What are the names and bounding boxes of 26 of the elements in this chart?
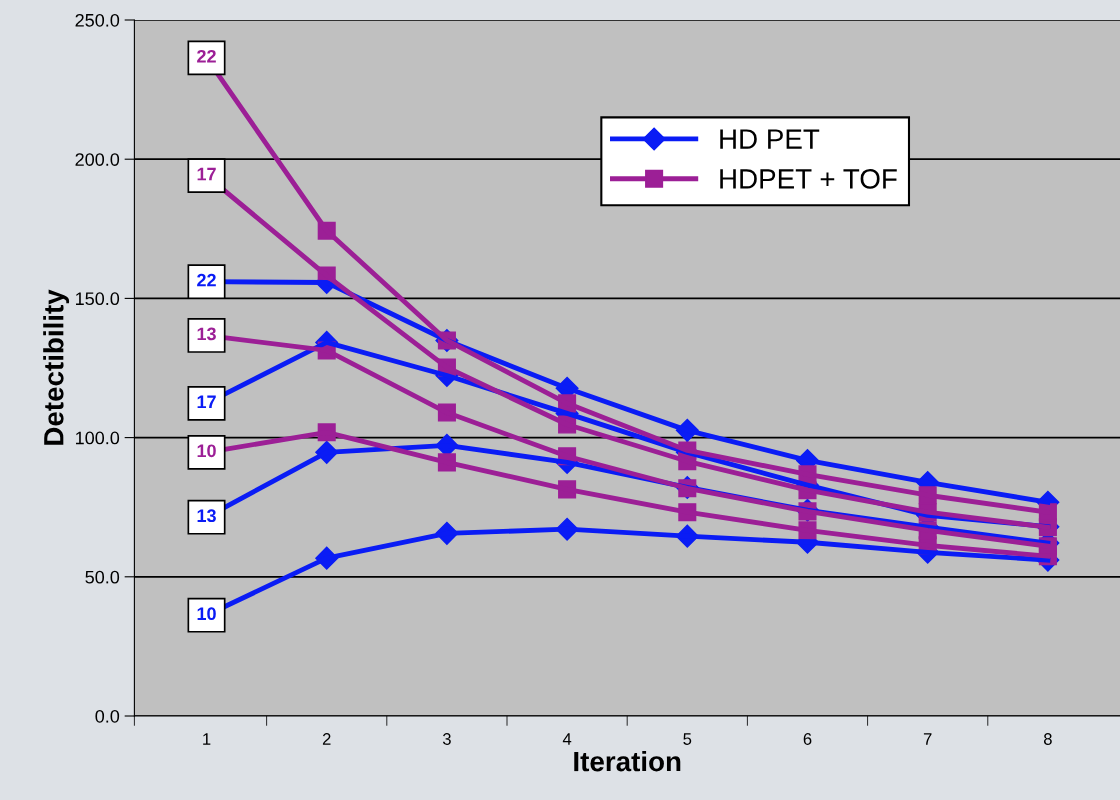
- annotation: 10: [197, 607, 216, 621]
- x-tick-label: 1: [203, 733, 211, 745]
- x-tick-label: 7: [923, 733, 932, 745]
- x-tick-label: 8: [1043, 733, 1052, 745]
- annotation: 10: [197, 444, 216, 458]
- x-axis-title: Iteration: [574, 750, 681, 772]
- x-tick-label: 2: [322, 733, 331, 745]
- y-tick-label: 150.0: [76, 292, 120, 306]
- x-tick-label: 4: [562, 733, 572, 745]
- y-tick-label: 250.0: [75, 13, 120, 27]
- annotation: 13: [197, 327, 216, 341]
- legend-label: HDPET + TOF: [720, 169, 897, 189]
- annotation: 22: [197, 273, 216, 287]
- legend-label: HD PET: [720, 129, 820, 149]
- y-tick-label: 100.0: [76, 431, 120, 445]
- x-tick-label: 3: [442, 733, 451, 745]
- x-tick-label: 5: [683, 733, 692, 745]
- annotation: 13: [197, 509, 216, 523]
- y-axis-title: Detectibility: [43, 289, 70, 445]
- annotation: 17: [197, 167, 216, 181]
- y-tick-label: 0.0: [95, 709, 120, 723]
- annotation: 22: [197, 49, 216, 63]
- y-tick-label: 200.0: [75, 153, 120, 166]
- annotation: 17: [197, 395, 216, 409]
- y-tick-label: 50.0: [85, 570, 120, 584]
- x-tick-label: 6: [803, 733, 812, 745]
